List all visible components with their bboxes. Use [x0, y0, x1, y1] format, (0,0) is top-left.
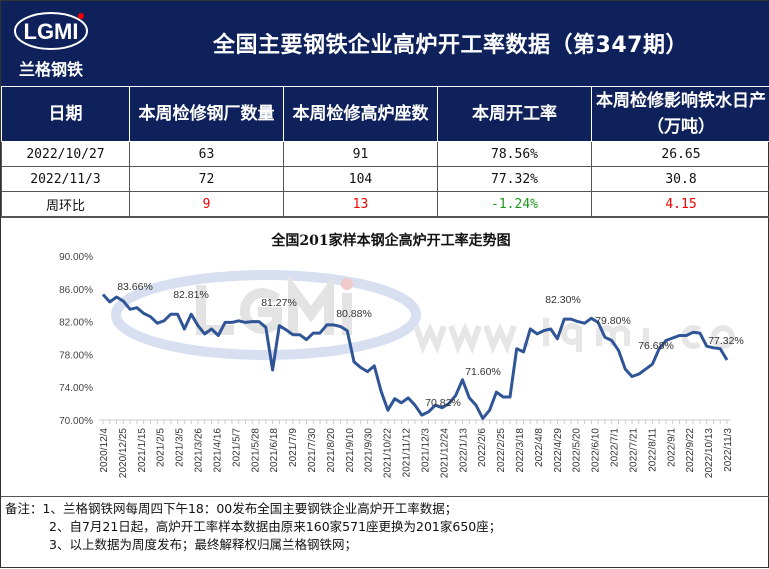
x-tick-label: 2022/2/6	[477, 428, 488, 467]
x-tick-label: 2021/12/24	[439, 428, 450, 478]
cell: 72	[130, 167, 284, 192]
x-tick-label: 2022/9/1	[666, 428, 677, 467]
x-tick-label: 2022/7/21	[628, 428, 639, 473]
watermark-url-g	[564, 326, 579, 352]
x-tick-label: 2022/3/18	[515, 428, 526, 473]
x-tick-label: 2022/8/11	[647, 428, 658, 472]
note-3: 3、以上数据为周度发布；最终解释权归属兰格钢铁网；	[5, 536, 769, 554]
cell: 91	[284, 142, 438, 167]
chart-panel: 全国201家样本钢企高炉开工率走势图 90.00% 86.00% 82.00% 78.0…	[1, 217, 769, 497]
cell: 周环比	[2, 192, 130, 217]
x-tick-label: 2021/10/22	[383, 428, 394, 478]
data-table: 日期 本周检修钢厂数量 本周检修高炉座数 本周开工率 本周检修影响铁水日产（万吨…	[1, 86, 769, 217]
cell: 2022/11/3	[2, 167, 130, 192]
col-output: 本周检修影响铁水日产（万吨）	[592, 87, 769, 142]
y-tick-label: 74.00%	[59, 383, 93, 394]
title-bar: LGMI 兰格钢铁 全国主要钢铁企业高炉开工率数据（第347期）	[1, 1, 769, 86]
watermark-url-w	[486, 326, 514, 346]
data-label: 71.60%	[465, 366, 501, 378]
x-tick-label: 2022/2/25	[496, 428, 507, 473]
y-tick-label: 78.00%	[59, 350, 93, 361]
data-label: 79.80%	[595, 315, 631, 327]
x-tick-label: 2021/3/5	[175, 428, 186, 467]
x-tick-label: 2021/4/16	[212, 428, 223, 473]
cell: 78.56%	[438, 142, 592, 167]
data-label: 83.66%	[117, 281, 153, 293]
watermark-logo-m	[293, 290, 329, 330]
x-tick-label: 2022/10/13	[704, 428, 715, 478]
x-tick-label: 2021/7/30	[307, 428, 318, 473]
y-tick-label: 90.00%	[59, 252, 93, 263]
x-tick-label: 2022/5/20	[572, 428, 583, 473]
col-date: 日期	[2, 87, 130, 142]
x-tick-label: 2020/12/25	[118, 428, 129, 478]
y-tick-label: 82.00%	[59, 318, 93, 329]
x-tick-label: 2021/5/7	[231, 428, 242, 467]
y-tick-label: 70.00%	[59, 416, 93, 427]
x-tick-label: 2020/12/4	[99, 428, 110, 473]
x-tick-label: 2021/9/10	[345, 428, 356, 473]
svg-text:LGMI: LGMI	[24, 19, 79, 44]
x-tick-label: 2021/6/18	[269, 428, 280, 473]
lgmi-logo: LGMI 兰格钢铁	[9, 7, 99, 83]
cell: 9	[130, 192, 284, 217]
data-label: 82.81%	[173, 289, 209, 301]
cell: 30.8	[592, 167, 769, 192]
x-tick-label: 2022/6/10	[591, 428, 602, 473]
cell: -1.24%	[438, 192, 592, 217]
data-label: 82.30%	[545, 294, 581, 306]
watermark-url-w	[416, 326, 444, 346]
x-tick-label: 2021/5/28	[250, 428, 261, 473]
col-mills: 本周检修钢厂数量	[130, 87, 284, 142]
col-furnaces: 本周检修高炉座数	[284, 87, 438, 142]
chart-title: 全国201家样本钢企高炉开工率走势图	[270, 232, 510, 249]
page-title: 全国主要钢铁企业高炉开工率数据（第347期）	[131, 27, 769, 59]
cell: 63	[130, 142, 284, 167]
x-tick-label: 2022/9/22	[685, 428, 696, 473]
data-label: 70.82%	[425, 397, 461, 409]
data-label: 80.88%	[336, 308, 372, 320]
x-tick-label: 2021/7/9	[288, 428, 299, 467]
data-label: 76.68%	[638, 340, 674, 352]
note-2: 2、自7月21日起，高炉开工率样本数据由原来160家571座更换为201家650…	[5, 518, 769, 536]
watermark-logo-dot	[341, 278, 353, 290]
x-tick-label: 2022/4/29	[553, 428, 564, 473]
data-label: 77.32%	[708, 335, 744, 347]
x-tick-label: 2021/9/30	[364, 428, 375, 473]
x-tick-label: 2022/11/3	[723, 428, 734, 472]
notes: 备注：1、兰格钢铁网每周四下午18：00发布全国主要钢铁企业高炉开工率数据； 2…	[1, 496, 769, 569]
x-tick-label: 2021/8/20	[326, 428, 337, 473]
cell: 77.32%	[438, 167, 592, 192]
x-tick-label: 2021/1/15	[137, 428, 148, 473]
cell: 104	[284, 167, 438, 192]
x-tick-label: 2021/2/5	[156, 428, 167, 467]
svg-text:兰格钢铁: 兰格钢铁	[19, 60, 83, 79]
x-tick-label: 2022/7/1	[610, 428, 621, 467]
cell: 2022/10/27	[2, 142, 130, 167]
watermark-url-w	[451, 326, 479, 346]
cell: 26.65	[592, 142, 769, 167]
x-tick-label: 2021/11/12	[402, 428, 413, 478]
x-tick-label: 2022/4/8	[534, 428, 545, 467]
cell: 13	[284, 192, 438, 217]
col-rate: 本周开工率	[438, 87, 592, 142]
data-label: 81.27%	[261, 297, 297, 309]
cell: 4.15	[592, 192, 769, 217]
watermark-url-c	[684, 328, 699, 346]
x-tick-label: 2021/12/3	[420, 428, 431, 473]
x-tick-label: 2021/3/26	[194, 428, 205, 473]
line-chart: 全国201家样本钢企高炉开工率走势图 90.00% 86.00% 82.00% 78.0…	[1, 218, 769, 497]
x-tick-label: 2022/1/13	[458, 428, 469, 473]
note-1: 备注：1、兰格钢铁网每周四下午18：00发布全国主要钢铁企业高炉开工率数据；	[5, 500, 769, 518]
y-tick-label: 86.00%	[59, 285, 93, 296]
